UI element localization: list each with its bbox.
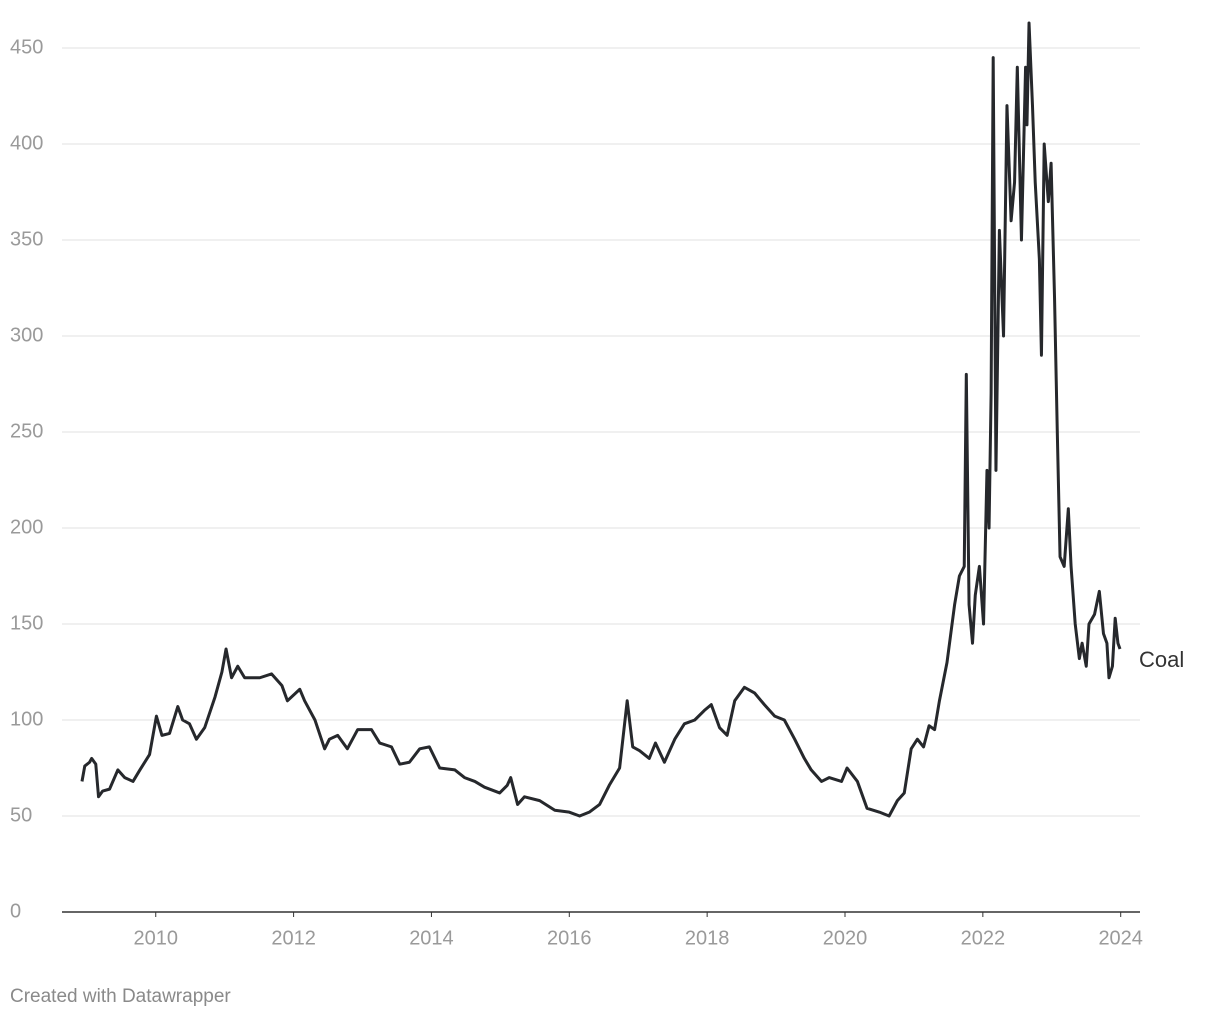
y-tick-label: 100: [10, 708, 43, 730]
source-note: Created with Datawrapper: [10, 986, 231, 1007]
x-tick-label: 2024: [1098, 927, 1143, 949]
x-tick-label: 2012: [271, 927, 316, 949]
series-label: Coal: [1139, 647, 1184, 672]
x-tick-label: 2016: [547, 927, 592, 949]
y-tick-label: 150: [10, 612, 43, 634]
line: [80, 21, 1122, 818]
y-tick-label: 0: [10, 900, 21, 922]
x-tick-label: 2022: [961, 927, 1006, 949]
x-tick-label: 2018: [685, 927, 730, 949]
y-tick-label: 350: [10, 228, 43, 250]
y-tick-label: 400: [10, 132, 43, 154]
x-tick-label: 2014: [409, 927, 454, 949]
y-tick-label: 450: [10, 36, 43, 58]
y-tick-label: 50: [10, 804, 32, 826]
y-tick-label: 250: [10, 420, 43, 442]
x-tick-label: 2010: [133, 927, 178, 949]
y-tick-label: 200: [10, 516, 43, 538]
x-tick-label: 2020: [823, 927, 868, 949]
y-tick-label: 300: [10, 324, 43, 346]
